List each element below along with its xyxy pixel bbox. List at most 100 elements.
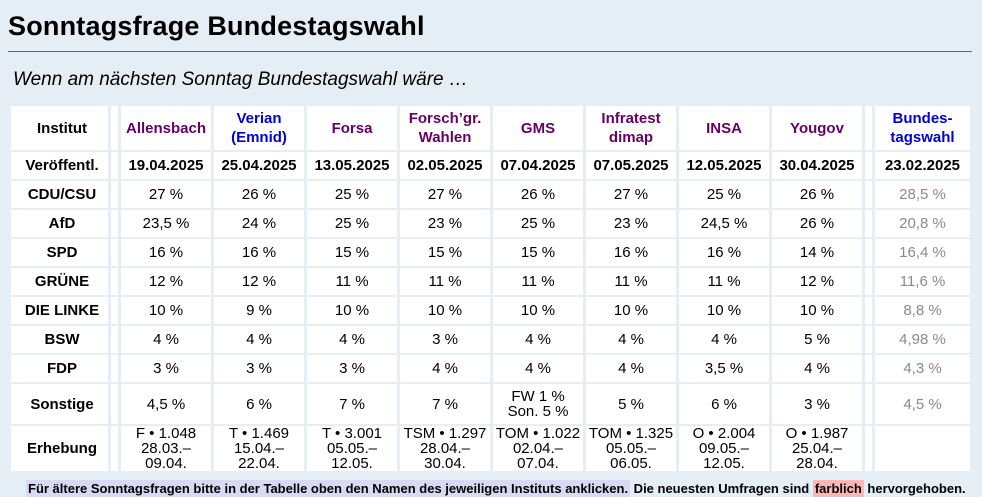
spacer-cell [865,326,872,353]
poll-value: 27 % [121,181,211,208]
spacer-cell [865,355,872,382]
poll-value: 12 % [772,268,862,295]
poll-value: 4 % [586,326,676,353]
election-result: 28,5 % [875,181,970,208]
poll-value: 4 % [586,355,676,382]
election-result: 4,5 % [875,384,970,424]
poll-value: 24,5 % [679,210,769,237]
spacer-cell [111,210,118,237]
party-row-cdu-csu: CDU/CSU 27 % 26 % 25 % 27 % 26 % 27 % 25… [11,181,970,208]
published-row: Veröffentl. 19.04.2025 25.04.2025 13.05.… [11,152,970,179]
poll-value: 15 % [400,239,490,266]
poll-value: 15 % [493,239,583,266]
row-label-sonstige: Sonstige [11,384,108,424]
poll-value: 16 % [121,239,211,266]
spacer-cell [111,297,118,324]
institute-link-forsa[interactable]: Forsa [307,106,397,150]
poll-value: 12 % [214,268,304,295]
poll-value: 7 % [307,384,397,424]
footnote-highlight-pink: farblich [812,480,864,497]
party-label: BSW [11,326,108,353]
poll-value: 4 % [493,355,583,382]
published-date-highlighted: 13.05.2025 [307,152,397,179]
poll-value: 4 % [121,326,211,353]
institute-link-verian-emnid[interactable]: Verian (Emnid) [214,106,304,150]
poll-value: 24 % [214,210,304,237]
poll-value: 6 % [214,384,304,424]
erhebung-row: Erhebung F • 1.048 28.03.–09.04. T • 1.4… [11,426,970,471]
election-result: 20,8 % [875,210,970,237]
institute-link-bundestagswahl[interactable]: Bundes- tagswahl [875,106,970,150]
poll-value: 16 % [586,239,676,266]
election-result: 11,6 % [875,268,970,295]
survey-method: TOM • 1.325 05.05.–06.05. [586,426,676,471]
poll-value: 10 % [679,297,769,324]
poll-value: 3,5 % [679,355,769,382]
institute-link-gms[interactable]: GMS [493,106,583,150]
poll-value: 4 % [400,355,490,382]
spacer-cell [865,181,872,208]
poll-value: 10 % [121,297,211,324]
poll-value: 23 % [400,210,490,237]
party-label: FDP [11,355,108,382]
spacer-cell [865,384,872,424]
spacer-cell [111,384,118,424]
poll-value: 11 % [586,268,676,295]
poll-value: 27 % [586,181,676,208]
page-title: Sonntagsfrage Bundestagswahl [8,11,972,52]
party-row-afd: AfD 23,5 % 24 % 25 % 23 % 25 % 23 % 24,5… [11,210,970,237]
survey-method-empty [875,426,970,471]
poll-value: 11 % [493,268,583,295]
poll-value: 11 % [400,268,490,295]
party-row-spd: SPD 16 % 16 % 15 % 15 % 15 % 16 % 16 % 1… [11,239,970,266]
footnote: Für ältere Sonntagsfragen bitte in der T… [26,480,976,497]
poll-value: 25 % [307,210,397,237]
published-date: 25.04.2025 [214,152,304,179]
institute-link-infratest-dimap[interactable]: Infratest dimap [586,106,676,150]
survey-method: TSM • 1.297 28.04.–30.04. [400,426,490,471]
survey-method: O • 2.004 09.05.–12.05. [679,426,769,471]
poll-value: 9 % [214,297,304,324]
party-row-gruene: GRÜNE 12 % 12 % 11 % 11 % 11 % 11 % 11 %… [11,268,970,295]
spacer-cell [865,210,872,237]
institute-link-insa[interactable]: INSA [679,106,769,150]
election-result: 16,4 % [875,239,970,266]
footnote-text: hervorgehoben. [863,481,966,496]
party-row-die-linke: DIE LINKE 10 % 9 % 10 % 10 % 10 % 10 % 1… [11,297,970,324]
poll-value: 4 % [772,355,862,382]
poll-value: 4 % [214,326,304,353]
poll-value: 4 % [493,326,583,353]
poll-value: 3 % [400,326,490,353]
poll-value: 3 % [307,355,397,382]
party-label: AfD [11,210,108,237]
spacer-cell [865,239,872,266]
row-label-veroeffentlicht: Veröffentl. [11,152,108,179]
institute-link-forschungsgruppe-wahlen[interactable]: Forsch’gr. Wahlen [400,106,490,150]
spacer-cell [865,426,872,471]
spacer-cell [865,152,872,179]
spacer-cell [865,106,872,150]
footnote-text: Die neuesten Umfragen sind [630,481,813,496]
poll-value: 4,5 % [121,384,211,424]
published-date: 02.05.2025 [400,152,490,179]
poll-value: 3 % [121,355,211,382]
poll-value: 10 % [586,297,676,324]
published-date: 30.04.2025 [772,152,862,179]
published-date: 07.05.2025 [586,152,676,179]
footnote-highlight-lavender: Für ältere Sonntagsfragen bitte in der T… [26,480,631,497]
published-date-highlighted: 12.05.2025 [679,152,769,179]
survey-question: Wenn am nächsten Sonntag Bundestagswahl … [13,69,468,90]
row-label-erhebung: Erhebung [11,426,108,471]
poll-value: 25 % [307,181,397,208]
page-header: Sonntagsfrage Bundestagswahl [0,0,982,52]
poll-value: 11 % [307,268,397,295]
institute-link-yougov[interactable]: Yougov [772,106,862,150]
election-result: 4,3 % [875,355,970,382]
spacer-cell [865,297,872,324]
election-result: 8,8 % [875,297,970,324]
institute-link-allensbach[interactable]: Allensbach [121,106,211,150]
survey-method: F • 1.048 28.03.–09.04. [121,426,211,471]
poll-value: 14 % [772,239,862,266]
poll-table: Institut Allensbach Verian (Emnid) Forsa… [8,104,973,473]
poll-value: 27 % [400,181,490,208]
